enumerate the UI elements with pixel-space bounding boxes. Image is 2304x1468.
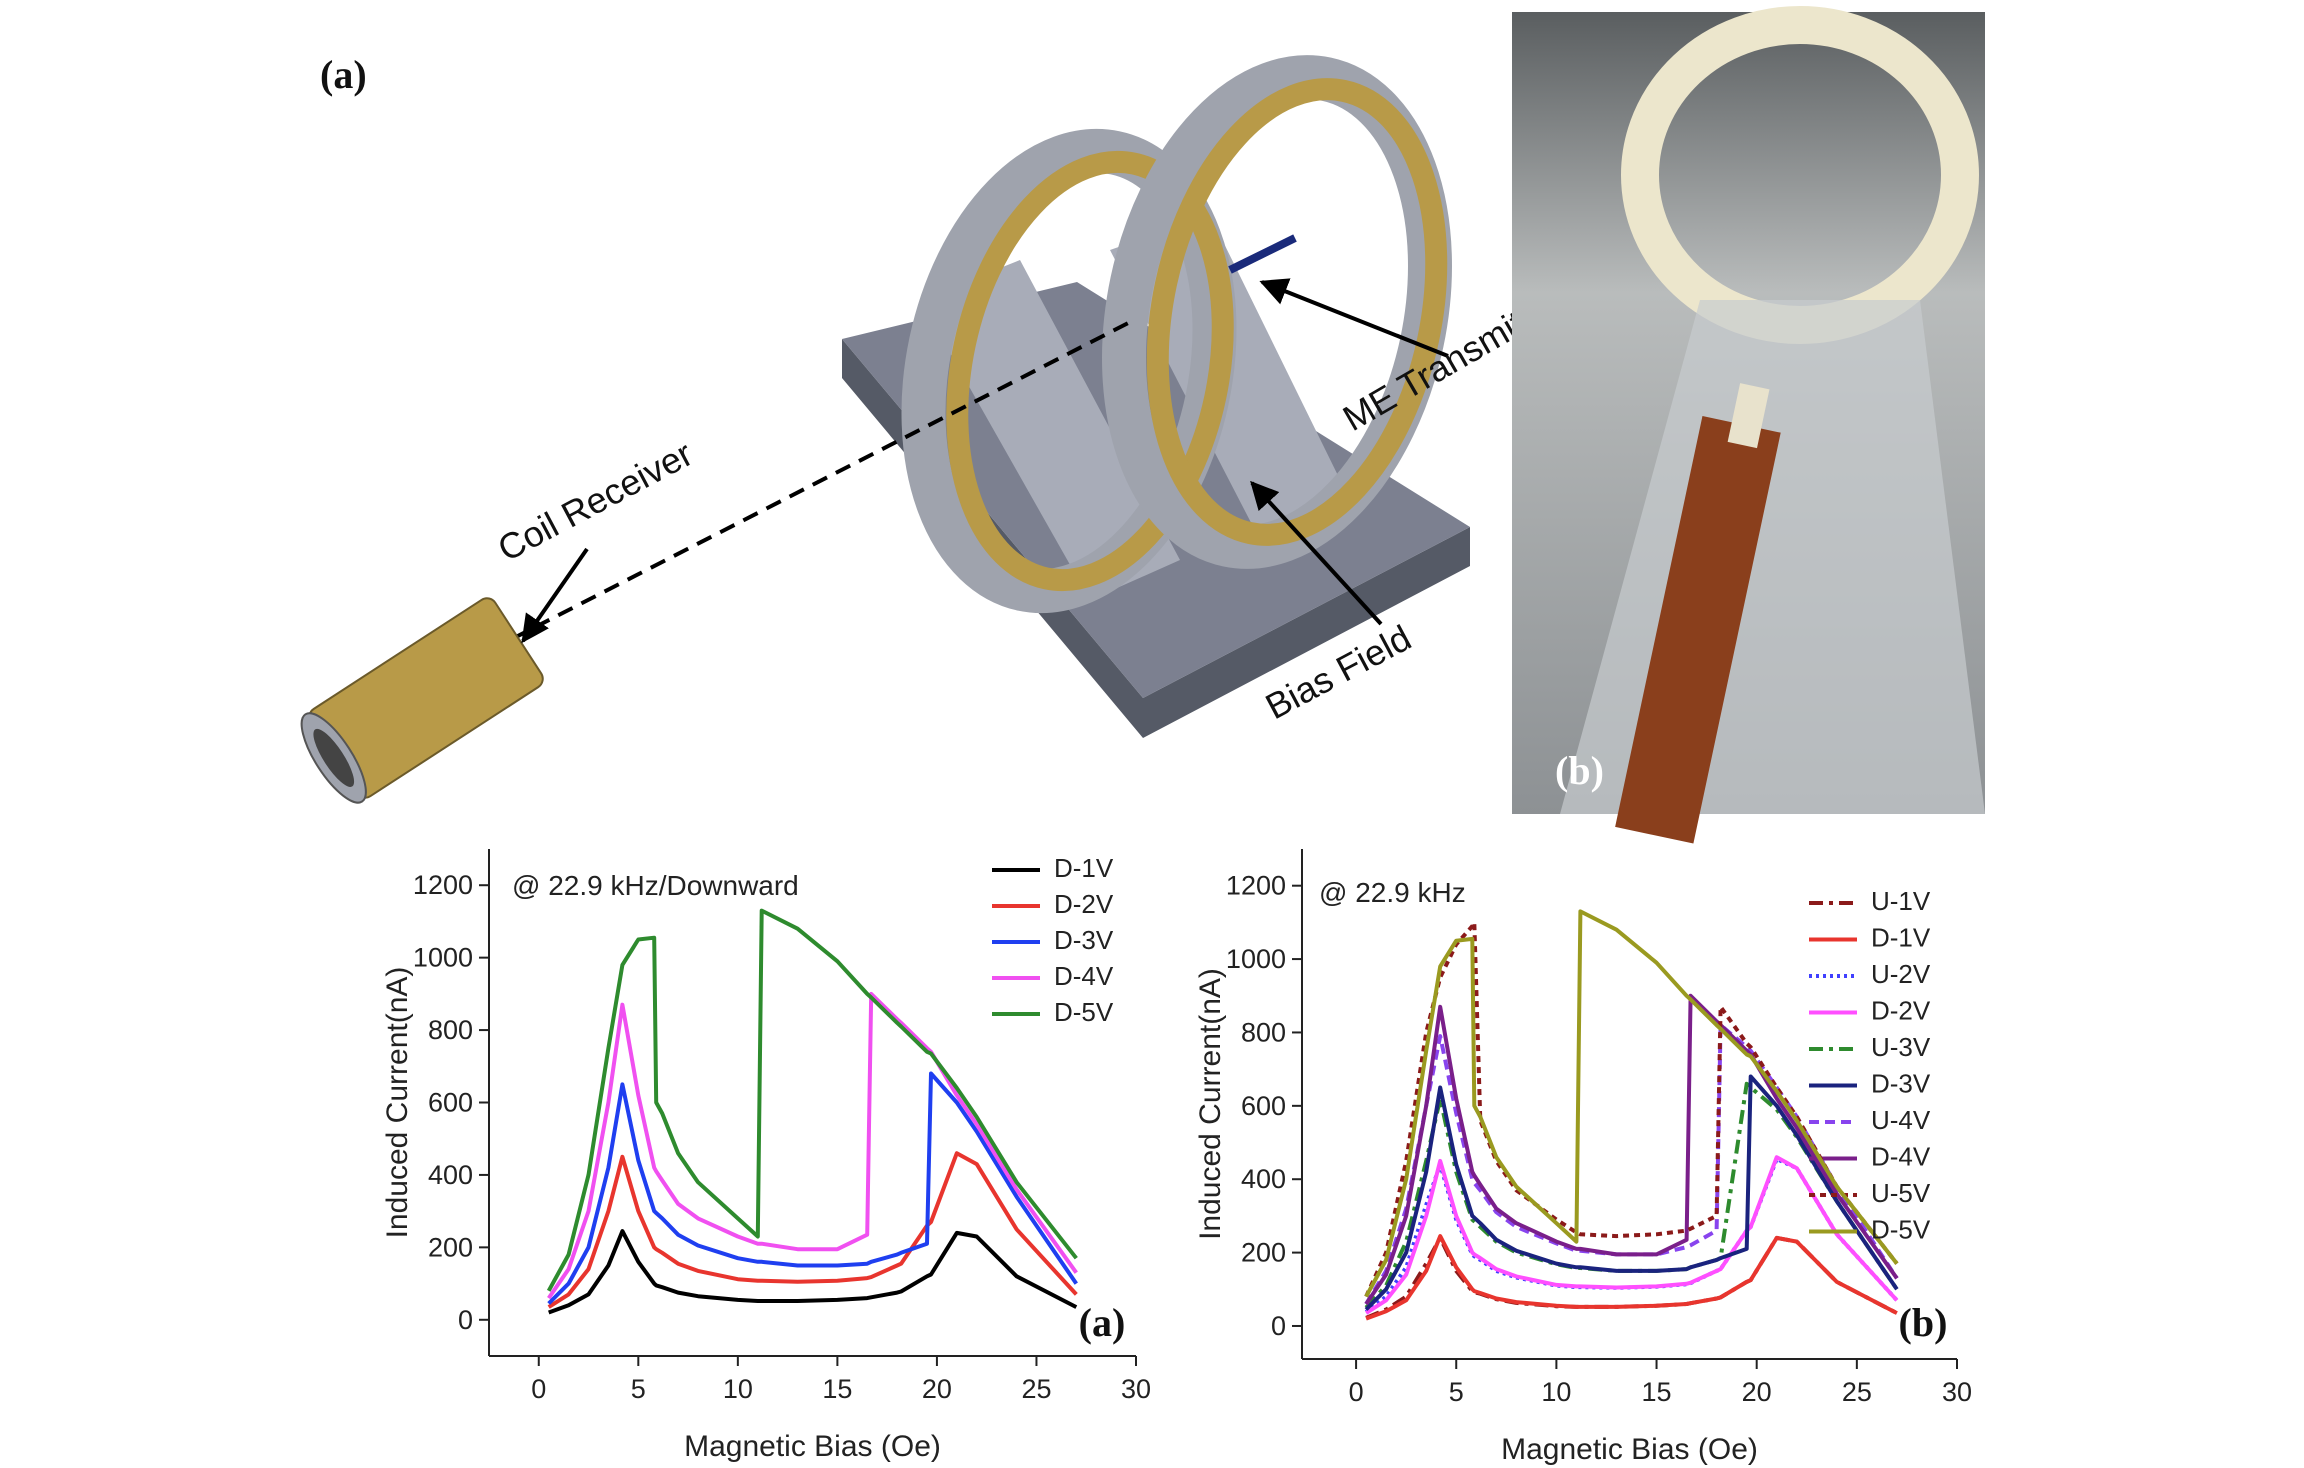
y-tick-label: 600 [428,1088,473,1118]
series-line [1364,993,1899,1306]
photo-coil [1615,383,1781,844]
x-tick-label: 30 [1121,1374,1151,1404]
legend-label: U-3V [1871,1032,1931,1062]
chart: 0 200 400 600 800 1000 1200 0 5 10 15 20 25 30 Magneti… [381,849,1151,1463]
photo: (b) [1512,6,1985,844]
y-axis-label: Induced Current(nA) [1194,968,1227,1240]
y-tick-label: 1000 [413,943,473,973]
support [920,260,1180,600]
x-tick-label: 25 [1842,1377,1872,1407]
series-line [546,908,1078,1292]
y-tick-label: 0 [1271,1311,1286,1341]
legend-label: D-1V [1871,922,1931,952]
arrow [521,547,589,644]
panel-label: (a) [1079,1300,1126,1345]
series-line [547,1151,1078,1309]
x-tick-label: 0 [531,1374,546,1404]
x-axis-label: Magnetic Bias (Oe) [1501,1433,1758,1466]
annotation: @ 22.9 kHz/Downward [512,870,799,901]
transmitter [1228,234,1297,274]
legend-label: U-2V [1871,959,1931,989]
series-line [1365,1234,1898,1321]
y-tick-label: 1200 [413,870,473,900]
x-axis-label: Magnetic Bias (Oe) [684,1430,941,1463]
x-tick-label: 25 [1021,1374,1051,1404]
y-tick-label: 400 [1241,1164,1286,1194]
legend-label: D-2V [1871,995,1931,1025]
coil-receiver [300,597,544,804]
series-line [1364,1074,1899,1311]
y-tick-label: 400 [428,1160,473,1190]
legend-label: D-3V [1871,1068,1931,1098]
winding [1146,78,1448,546]
panel-label: (a) [320,52,367,97]
legend-label: D-3V [1054,925,1114,955]
legend-label: D-1V [1054,853,1114,883]
x-tick-label: 20 [1742,1377,1772,1407]
y-tick-label: 600 [1241,1091,1286,1121]
series-line [1364,909,1899,1298]
legend-label: D-5V [1054,997,1114,1027]
y-tick-label: 800 [1241,1017,1286,1047]
winding [946,150,1234,592]
series-line [1364,920,1899,1298]
series-line [547,991,1078,1300]
series-line [547,1071,1078,1305]
y-tick-label: 800 [428,1015,473,1045]
annotation: @ 22.9 kHz [1319,877,1466,908]
arrow [1250,480,1383,626]
x-tick-label: 10 [723,1374,753,1404]
arrow [1259,278,1449,358]
x-tick-label: 15 [822,1374,852,1404]
series-line [548,1229,1078,1315]
y-tick-label: 200 [428,1232,473,1262]
legend-label: D-4V [1054,961,1114,991]
x-tick-label: 0 [1349,1377,1364,1407]
panel-label: (b) [1899,1300,1948,1345]
x-tick-label: 15 [1642,1377,1672,1407]
series-line [1365,1155,1899,1315]
base-side [842,339,1470,738]
y-tick-label: 1200 [1226,871,1286,901]
y-tick-label: 0 [458,1305,473,1335]
series-line [1364,1023,1899,1306]
legend-label: D-5V [1871,1214,1931,1244]
x-tick-label: 20 [922,1374,952,1404]
y-tick-label: 200 [1241,1238,1286,1268]
legend-label: D-4V [1871,1141,1931,1171]
signal-path [511,317,1137,641]
x-tick-label: 5 [631,1374,646,1404]
annotation: Coil Receiver [491,433,699,570]
legend-label: D-2V [1054,889,1114,919]
legend-label: U-4V [1871,1105,1931,1135]
x-tick-label: 10 [1541,1377,1571,1407]
legend-label: U-5V [1871,1178,1931,1208]
chart: 0 200 400 600 800 1000 1200 0 5 10 15 20 25 30 Magneti… [1194,849,1972,1466]
x-tick-label: 30 [1942,1377,1972,1407]
x-tick-label: 5 [1449,1377,1464,1407]
y-axis-label: Induced Current(nA) [381,967,414,1239]
legend-label: U-1V [1871,886,1931,916]
y-tick-label: 1000 [1226,944,1286,974]
photo-label: (b) [1555,748,1604,793]
